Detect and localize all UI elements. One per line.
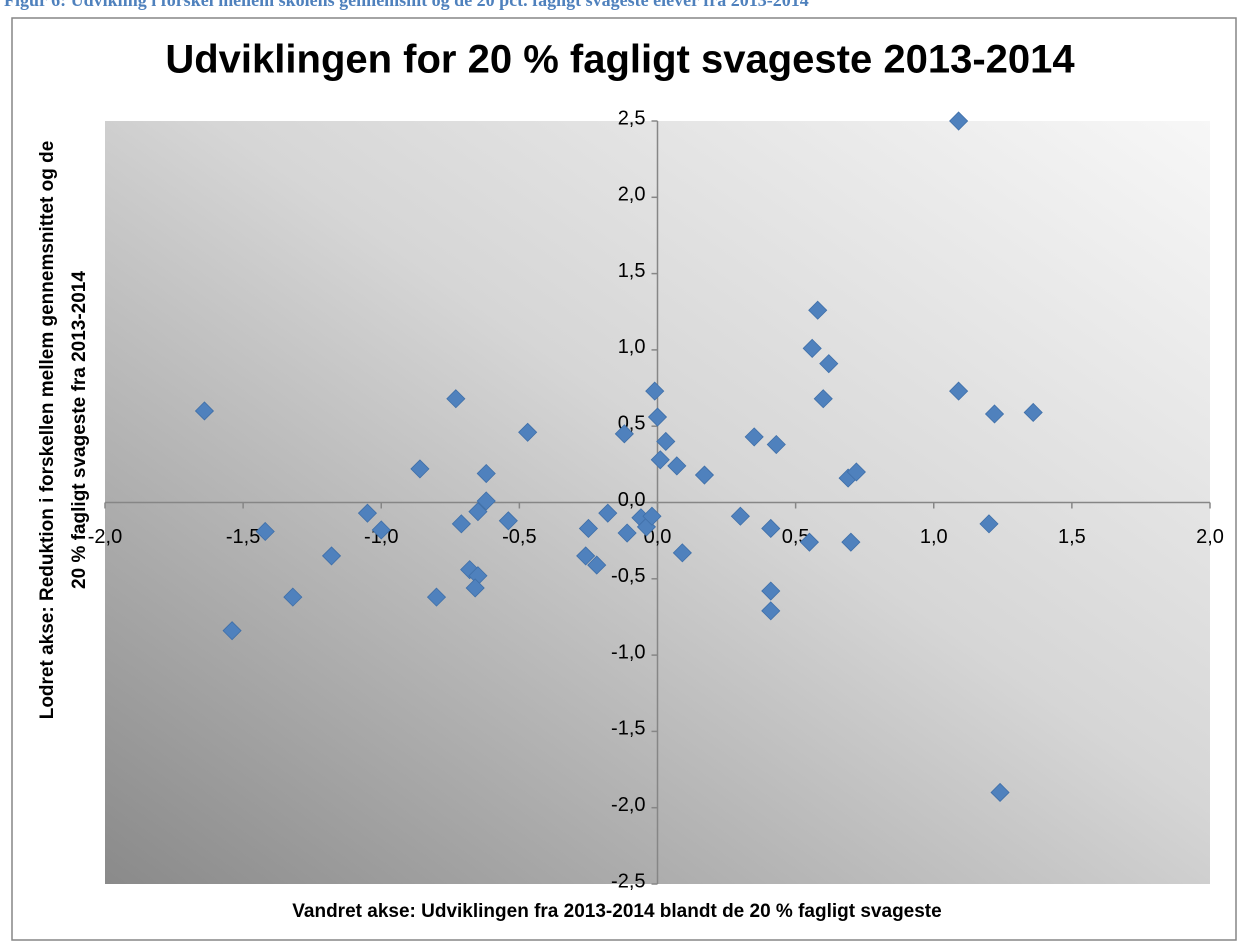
data-point	[451, 514, 471, 534]
x-tick-label: -2,0	[88, 526, 122, 548]
data-point	[761, 581, 781, 601]
data-point	[468, 502, 488, 522]
data-point	[949, 111, 969, 131]
data-point	[819, 354, 839, 374]
data-point	[813, 389, 833, 409]
y-tick-label: 2,5	[618, 107, 646, 129]
data-point	[614, 424, 634, 444]
data-point	[761, 518, 781, 539]
data-point	[426, 587, 447, 607]
data-point	[808, 300, 828, 320]
y-axis-title: 20 % fagligt svageste fra 2013-2014	[69, 271, 90, 589]
y-tick-label: -1,5	[611, 718, 645, 740]
data-point	[744, 427, 764, 447]
data-point	[694, 465, 715, 485]
y-tick-label: -2,0	[611, 794, 645, 816]
data-point	[846, 462, 866, 482]
data-point	[357, 503, 378, 523]
data-point	[578, 518, 599, 539]
data-point	[990, 782, 1010, 803]
x-tick-label: -0,5	[502, 526, 536, 548]
data-point	[761, 601, 781, 621]
data-point	[576, 546, 596, 566]
data-point	[949, 381, 969, 401]
data-point	[799, 532, 820, 552]
data-point	[465, 578, 485, 598]
data-point	[984, 404, 1005, 424]
caption: Figur 6: Udvikling i forskel mellem skol…	[4, 0, 809, 10]
y-tick-label: -0,5	[611, 565, 645, 587]
x-tick-label: 2,0	[1196, 526, 1224, 548]
data-point	[1023, 402, 1043, 423]
y-tick-label: 1,5	[618, 260, 646, 282]
x-tick-label: -1,5	[226, 526, 260, 548]
data-point	[617, 523, 637, 543]
x-tick-label: 1,0	[920, 526, 948, 548]
data-point	[283, 587, 303, 607]
data-point	[656, 431, 676, 452]
y-tick-label: 0,0	[618, 489, 646, 511]
data-point	[476, 491, 496, 511]
data-point	[194, 401, 215, 421]
data-point	[598, 503, 618, 523]
x-tick-label: 1,5	[1058, 526, 1086, 548]
data-point	[446, 389, 466, 409]
y-tick-label: -1,0	[611, 641, 645, 663]
y-tick-label: 2,0	[618, 184, 646, 206]
data-point	[476, 463, 496, 484]
data-point	[979, 514, 999, 534]
data-point	[518, 422, 538, 442]
data-point	[766, 434, 786, 455]
data-point	[321, 546, 342, 566]
data-point	[672, 543, 692, 563]
data-point	[647, 407, 668, 427]
y-tick-label: 1,0	[618, 336, 646, 358]
chart-title: Udviklingen for 20 % fagligt svageste 20…	[165, 38, 1075, 82]
data-point	[841, 532, 861, 552]
data-point	[498, 511, 518, 531]
data-point	[255, 521, 275, 542]
data-point	[650, 450, 670, 470]
data-point	[222, 621, 242, 641]
data-point	[371, 520, 391, 540]
y-tick-label: -2,5	[611, 870, 645, 892]
x-axis-title: Vandret akse: Udviklingen fra 2013-2014 …	[292, 901, 941, 922]
y-axis-title: Lodret akse: Reduktion i forskellen mell…	[37, 141, 58, 720]
data-point	[587, 555, 607, 575]
data-point	[730, 506, 750, 526]
data-point	[667, 456, 687, 476]
data-point	[642, 506, 662, 526]
data-point	[645, 381, 665, 401]
data-point	[802, 338, 822, 358]
data-point	[410, 459, 430, 479]
